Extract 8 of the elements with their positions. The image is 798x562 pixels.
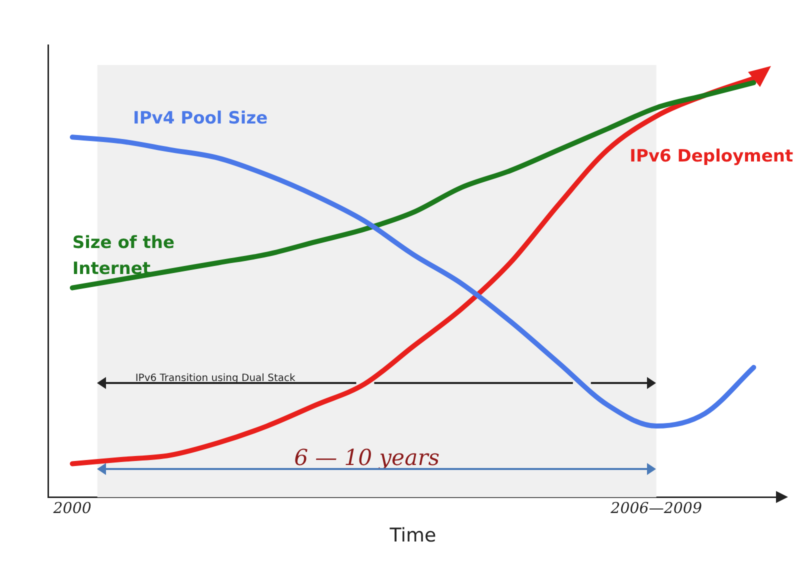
series-label: IPv4 Pool Size — [133, 108, 268, 128]
series-label: Size of the Internet — [72, 232, 175, 279]
annotation: IPv6 Transition using Dual Stack — [135, 373, 296, 384]
annotation: 6 — 10 years — [294, 446, 440, 472]
x-tick-label: 2006—2009 — [610, 499, 702, 518]
x-axis-title: Time — [388, 524, 436, 547]
x-tick-label: 2000 — [52, 499, 92, 518]
series-label: IPv6 Deployment — [630, 146, 794, 167]
